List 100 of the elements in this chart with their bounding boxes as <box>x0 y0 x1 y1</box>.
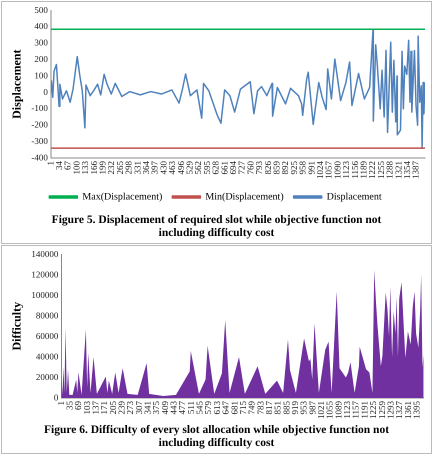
x-tick-label: 529 <box>184 160 194 174</box>
x-tick-label: 1189 <box>358 160 368 179</box>
x-tick-label: 375 <box>151 400 162 414</box>
x-tick-label: 715 <box>238 400 248 414</box>
y-tick-label: 60000 <box>36 330 59 341</box>
x-tick-label: 1321 <box>393 161 404 179</box>
x-tick-label: 166 <box>88 160 99 174</box>
x-tick-label: 1 <box>45 161 56 166</box>
x-tick-label: 647 <box>220 400 231 414</box>
y-tick-label: 100 <box>34 70 48 80</box>
x-tick-label: 137 <box>90 400 100 414</box>
x-tick-label: 1 <box>56 401 66 406</box>
x-tick-label: 1361 <box>402 401 413 419</box>
y-tick-label: 120000 <box>31 269 59 280</box>
y-axis-title: Displacement <box>9 50 24 119</box>
x-tick-label: 307 <box>134 400 144 414</box>
x-tick-label: 1057 <box>324 160 334 179</box>
x-tick-label: 69 <box>73 400 84 410</box>
x-tick-label: 239 <box>116 400 126 414</box>
x-tick-label: 1055 <box>324 400 335 419</box>
y-tick-label: 200 <box>34 54 48 64</box>
x-tick-label: 545 <box>194 400 205 414</box>
y-tick-label: 40000 <box>36 351 59 362</box>
y-tick-label: 0 <box>43 86 48 97</box>
x-tick-label: 443 <box>168 400 179 414</box>
x-tick-label: 1255 <box>376 160 386 179</box>
x-tick-label: 783 <box>255 400 266 414</box>
x-tick-label: 199 <box>97 160 108 174</box>
x-tick-label: 341 <box>142 401 153 414</box>
x-tick-label: 727 <box>236 160 247 174</box>
y-tick-label: 100000 <box>31 290 59 300</box>
x-tick-label: 817 <box>264 400 274 414</box>
x-tick-label: 1288 <box>384 160 395 179</box>
y-tick-label: -400 <box>31 152 48 162</box>
x-tick-label: 958 <box>298 160 308 174</box>
x-tick-label: 1090 <box>332 160 342 179</box>
x-tick-label: 496 <box>176 160 186 174</box>
x-tick-label: 892 <box>280 161 290 174</box>
x-tick-label: 1024 <box>314 160 325 179</box>
x-tick-label: 987 <box>307 400 318 414</box>
x-tick-label: 826 <box>262 160 273 174</box>
x-tick-label: 1327 <box>394 400 404 419</box>
x-tick-label: 681 <box>229 401 240 414</box>
x-tick-label: 1259 <box>376 400 387 419</box>
x-tick-label: 430 <box>158 160 168 174</box>
x-tick-label: 851 <box>272 401 283 414</box>
x-tick-label: 1156 <box>350 160 360 179</box>
legend-label: Displacement <box>326 192 382 203</box>
x-tick-label: 885 <box>281 400 292 414</box>
y-tick-label: 400 <box>34 21 48 32</box>
x-tick-label: 919 <box>290 400 300 414</box>
y-tick-label: 80000 <box>36 310 59 320</box>
x-tick-label: 953 <box>298 400 309 414</box>
y-axis-title: Difficulty <box>9 302 24 351</box>
x-tick-label: 749 <box>246 400 257 414</box>
x-tick-label: 331 <box>132 161 142 174</box>
x-tick-label: 1387 <box>410 160 421 179</box>
x-tick-label: 171 <box>99 401 110 414</box>
x-tick-label: 103 <box>82 400 92 414</box>
x-tick-label: 562 <box>193 161 204 174</box>
x-tick-label: 760 <box>245 160 256 174</box>
x-tick-label: 694 <box>228 160 238 174</box>
legend-label: Min(Displacement) <box>205 192 284 203</box>
x-tick-label: 232 <box>106 161 116 174</box>
x-tick-label: 1191 <box>359 401 370 419</box>
y-tick-label: -300 <box>31 136 48 146</box>
x-tick-label: 67 <box>62 160 73 170</box>
x-tick-label: 511 <box>186 401 196 414</box>
x-tick-label: 1089 <box>333 400 344 419</box>
x-tick-label: 1225 <box>368 400 378 419</box>
x-tick-label: 477 <box>177 400 188 414</box>
y-tick-label: 140000 <box>31 248 59 259</box>
x-tick-label: 1123 <box>342 400 352 419</box>
legend-label: Max(Displacement) <box>82 192 162 203</box>
x-tick-label: 364 <box>140 160 151 174</box>
x-tick-label: 1157 <box>350 400 361 419</box>
x-tick-label: 1293 <box>385 400 396 419</box>
x-tick-label: 298 <box>124 160 134 174</box>
x-tick-label: 133 <box>80 160 90 174</box>
x-tick-label: 205 <box>108 400 118 414</box>
y-tick-label: 0 <box>54 392 59 402</box>
x-tick-label: 859 <box>271 160 282 174</box>
y-tick-label: 300 <box>34 38 48 48</box>
x-tick-label: 595 <box>202 160 212 174</box>
y-tick-label: 20000 <box>36 372 59 382</box>
x-tick-label: 273 <box>125 400 136 414</box>
x-tick-label: 1354 <box>402 160 412 179</box>
x-tick-label: 628 <box>210 160 221 174</box>
x-tick-label: 397 <box>150 160 160 174</box>
x-tick-label: 579 <box>203 400 214 414</box>
x-tick-label: 925 <box>288 160 299 174</box>
text: Figure 6. Difficulty of every slot allocation while objective function not including difficulty cost <box>42 424 390 451</box>
x-tick-label: 661 <box>219 161 230 174</box>
x-tick-label: 100 <box>71 160 82 174</box>
x-tick-label: 1021 <box>316 401 326 419</box>
x-tick-label: 1395 <box>411 400 422 419</box>
text: Figure 5. Displacement of required slot while objective function not including difficulty cost <box>50 214 382 241</box>
y-tick-label: 500 <box>34 4 48 15</box>
x-tick-label: 35 <box>64 400 74 410</box>
x-tick-label: 34 <box>54 160 64 170</box>
